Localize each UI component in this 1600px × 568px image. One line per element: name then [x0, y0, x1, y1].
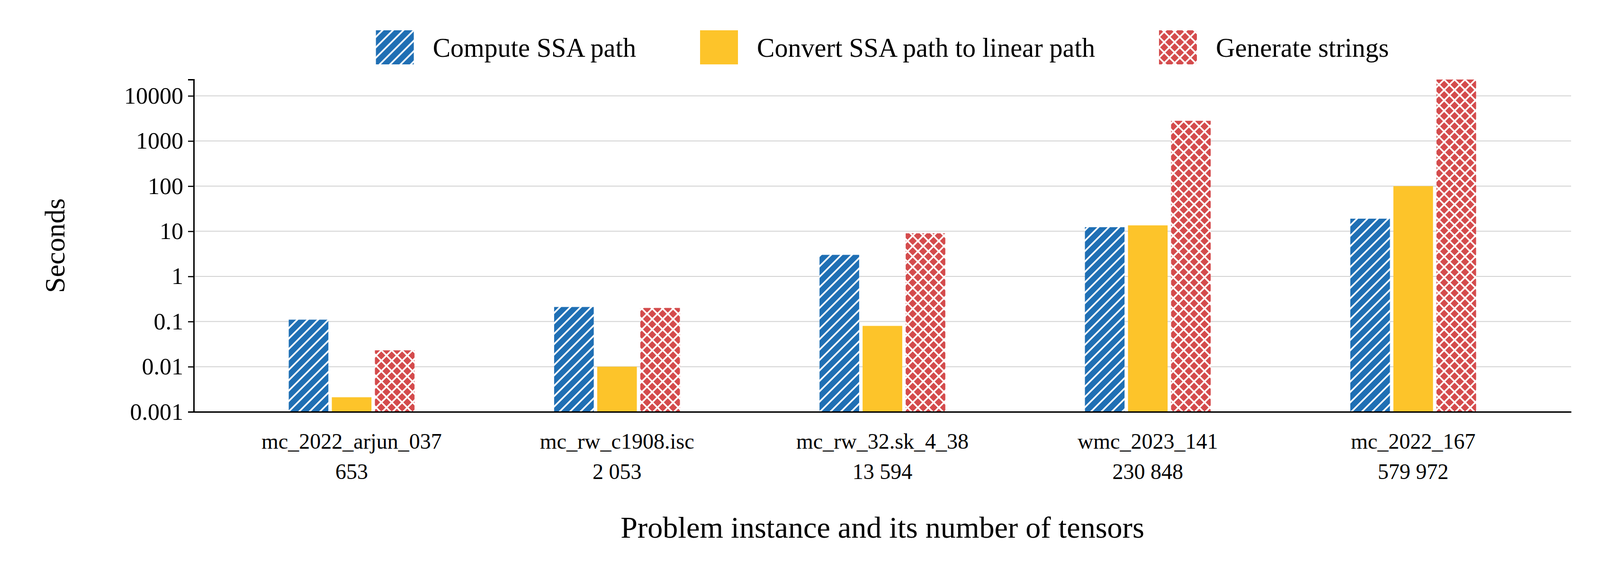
tensor-count-label: 2 053 [592, 459, 642, 485]
grid [193, 95, 1572, 413]
bars [288, 79, 1477, 413]
y-axis-title: Seconds [39, 198, 71, 294]
bar-series [288, 218, 1391, 413]
y-axis: 0.001 0.01 0.1 1 10 100 1000 10000 [124, 80, 195, 426]
y-tick-mark [188, 140, 194, 143]
y-tick: 0.001 [130, 398, 195, 426]
legend-item: Compute SSA path [376, 30, 637, 65]
tensor-count-label: 13 594 [852, 459, 913, 485]
tensor-count-label: 579 972 [1377, 459, 1449, 485]
legend-label: Generate strings [1215, 33, 1389, 63]
legend-swatch [376, 30, 414, 65]
grid-line [193, 140, 1572, 142]
y-tick-mark [188, 366, 194, 369]
y-tick-label: 1000 [135, 127, 184, 154]
y-tick-label: 10 [159, 217, 184, 245]
y-tick-mark [188, 411, 194, 414]
x-tick-label: mc_2022_arjun_037 [261, 429, 442, 454]
y-tick-mark [188, 231, 194, 233]
grid-line [193, 95, 1572, 97]
x-tick-label: mc_2022_167 [1350, 429, 1476, 454]
bar [288, 319, 329, 413]
bar [1170, 120, 1211, 413]
bar [332, 397, 372, 413]
x-tick: mc_rw_32.sk_4_38 13 594 [796, 429, 969, 485]
y-tick: 10000 [124, 82, 194, 109]
bar [640, 308, 681, 413]
legend-label: Compute SSA path [432, 33, 637, 63]
x-tick: mc_rw_c1908.isc 2 053 [539, 429, 695, 485]
y-tick-label: 0.01 [142, 353, 184, 380]
y-tick: 10 [159, 217, 194, 245]
grid-line [193, 185, 1572, 187]
legend-item: Generate strings [1159, 30, 1389, 65]
x-tick-label: mc_rw_32.sk_4_38 [796, 429, 969, 454]
y-tick-mark [188, 185, 194, 188]
bar-series [332, 186, 1434, 413]
y-tick-label: 10000 [124, 82, 184, 109]
legend-swatch [1159, 30, 1197, 65]
y-tick-label: 0.1 [153, 308, 184, 335]
bar [1350, 218, 1391, 413]
chart: 0.001 0.01 0.1 1 10 100 1000 10000 mc_2022_arjun… [0, 0, 1600, 568]
grid-line [193, 411, 1572, 413]
bar [1127, 225, 1168, 413]
legend-label: Convert SSA path to linear path [756, 33, 1096, 63]
x-axis: mc_2022_arjun_037 653 mc_rw_c1908.isc 2 053… [194, 412, 1572, 485]
bar [1085, 227, 1125, 413]
bar [597, 367, 638, 413]
y-tick: 1000 [135, 127, 194, 154]
bar [819, 254, 860, 413]
y-tick-label: 0.001 [130, 398, 184, 426]
bar [1393, 186, 1434, 413]
tensor-count-label: 653 [335, 459, 369, 485]
y-tick-mark [188, 95, 194, 98]
y-tick-label: 100 [147, 172, 184, 200]
y-tick: 100 [147, 172, 194, 200]
y-tick: 1 [171, 262, 194, 290]
x-axis-line [194, 411, 1572, 414]
y-tick-mark [188, 321, 194, 324]
x-tick-label: mc_rw_c1908.isc [539, 429, 695, 454]
y-tick-label: 1 [171, 262, 184, 290]
tensor-count-label: 230 848 [1112, 459, 1184, 485]
bar [375, 350, 415, 413]
bar-series [375, 79, 1477, 413]
x-tick-label: wmc_2023_141 [1077, 429, 1218, 454]
y-tick: 0.01 [142, 353, 195, 380]
x-tick: wmc_2023_141 230 848 [1077, 429, 1218, 485]
x-tick: mc_2022_167 579 972 [1350, 429, 1476, 485]
plot: 0.001 0.01 0.1 1 10 100 1000 10000 mc_2022_arjun… [124, 79, 1572, 485]
y-tick: 0.1 [153, 308, 195, 335]
x-axis-title: Problem instance and its number of tenso… [620, 511, 1145, 545]
bar [554, 307, 594, 413]
x-tick: mc_2022_arjun_037 653 [261, 429, 442, 485]
y-tick-mark [188, 276, 194, 278]
legend-item: Convert SSA path to linear path [700, 30, 1096, 65]
y-axis-line [188, 80, 195, 413]
legend-swatch [700, 30, 738, 65]
bar [905, 233, 946, 413]
legend: Compute SSA path Convert SSA path to line… [376, 30, 1390, 65]
bar [1436, 79, 1477, 413]
bar [862, 326, 903, 413]
